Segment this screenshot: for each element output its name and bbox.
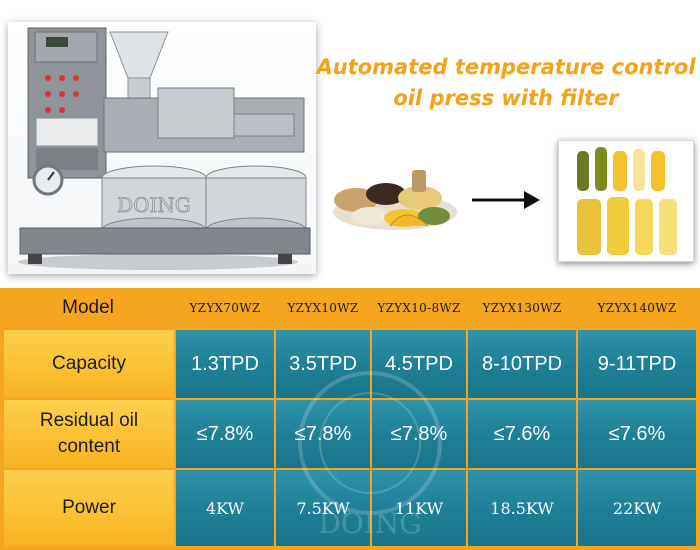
power-value-1: 4KW [176,470,274,546]
residual-value-1: ≤7.8% [176,400,274,468]
row-label-capacity: Capacity [4,330,174,398]
capacity-value-5: 9-11TPD [578,330,696,398]
capacity-value-4: 8-10TPD [468,330,576,398]
header-model-4: YZYX130WZ [482,301,562,315]
headline-line-2: oil press with filter [393,86,619,110]
header-model-3: YZYX10-8WZ [377,301,461,315]
residual-value-4: ≤7.6% [468,400,576,468]
table-row-capacity: Capacity 1.3TPD 3.5TPD 4.5TPD 8-10TPD 9-… [0,330,700,398]
residual-value-5: ≤7.6% [578,400,696,468]
machine-brand-text: DOING [117,193,191,217]
header-model-2: YZYX10WZ [287,301,359,315]
right-arrow-icon [470,188,542,212]
capacity-value-2: 3.5TPD [276,330,370,398]
row-label-residual-line-1: Residual oil [39,410,139,431]
header-model-label: Model [62,297,114,318]
oil-bottles-image [558,140,694,262]
power-value-5: 22KW [578,470,696,546]
row-label-residual-line-2: content [57,436,121,457]
oil-seeds-image [330,160,460,236]
headline-line-1: Automated temperature control [316,55,696,79]
spec-table: Model YZYX70WZ YZYX10WZ YZYX10-8WZ YZYX1… [0,288,700,550]
power-value-2: 7.5KW [276,470,370,546]
power-value-3: 11KW [372,470,466,546]
power-value-4: 18.5KW [468,470,576,546]
residual-value-2: ≤7.8% [276,400,370,468]
table-row-power: Power 4KW 7.5KW 11KW 18.5KW 22KW [0,470,700,546]
row-label-residual-oil: Residual oil content [4,400,174,468]
table-header-row: Model YZYX70WZ YZYX10WZ YZYX10-8WZ YZYX1… [0,288,700,328]
machine-photo: DOING [8,22,316,274]
header-model-5: YZYX140WZ [597,301,677,315]
capacity-value-1: 1.3TPD [176,330,274,398]
header-model-1: YZYX70WZ [189,301,261,315]
capacity-value-3: 4.5TPD [372,330,466,398]
residual-value-3: ≤7.8% [372,400,466,468]
headline: Automated temperature control oil press … [312,52,700,114]
table-row-residual-oil: Residual oil content ≤7.8% ≤7.8% ≤7.8% ≤… [0,400,700,468]
row-label-power: Power [4,470,174,546]
